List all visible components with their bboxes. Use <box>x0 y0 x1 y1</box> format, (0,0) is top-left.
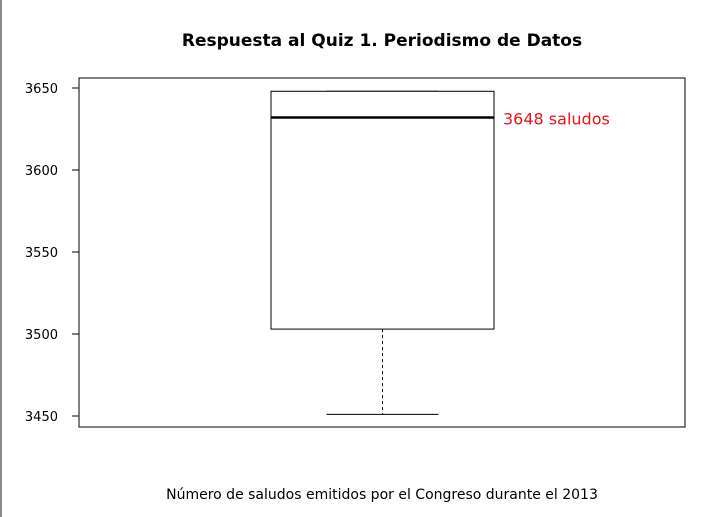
y-tick-label: 3650 <box>25 82 58 97</box>
y-tick-label: 3500 <box>25 328 58 343</box>
y-tick-label: 3450 <box>25 410 58 425</box>
y-axis-ticks: 3450 3500 3550 3600 3650 <box>25 82 79 425</box>
chart-title: Respuesta al Quiz 1. Periodismo de Datos <box>182 31 582 51</box>
y-tick-label: 3550 <box>25 246 58 261</box>
y-tick-label: 3600 <box>25 164 58 179</box>
interquartile-box <box>270 90 495 330</box>
window-left-border <box>0 0 2 517</box>
median-annotation: 3648 saludos <box>503 110 610 129</box>
x-axis-label: Número de saludos emitidos por el Congre… <box>166 487 598 503</box>
